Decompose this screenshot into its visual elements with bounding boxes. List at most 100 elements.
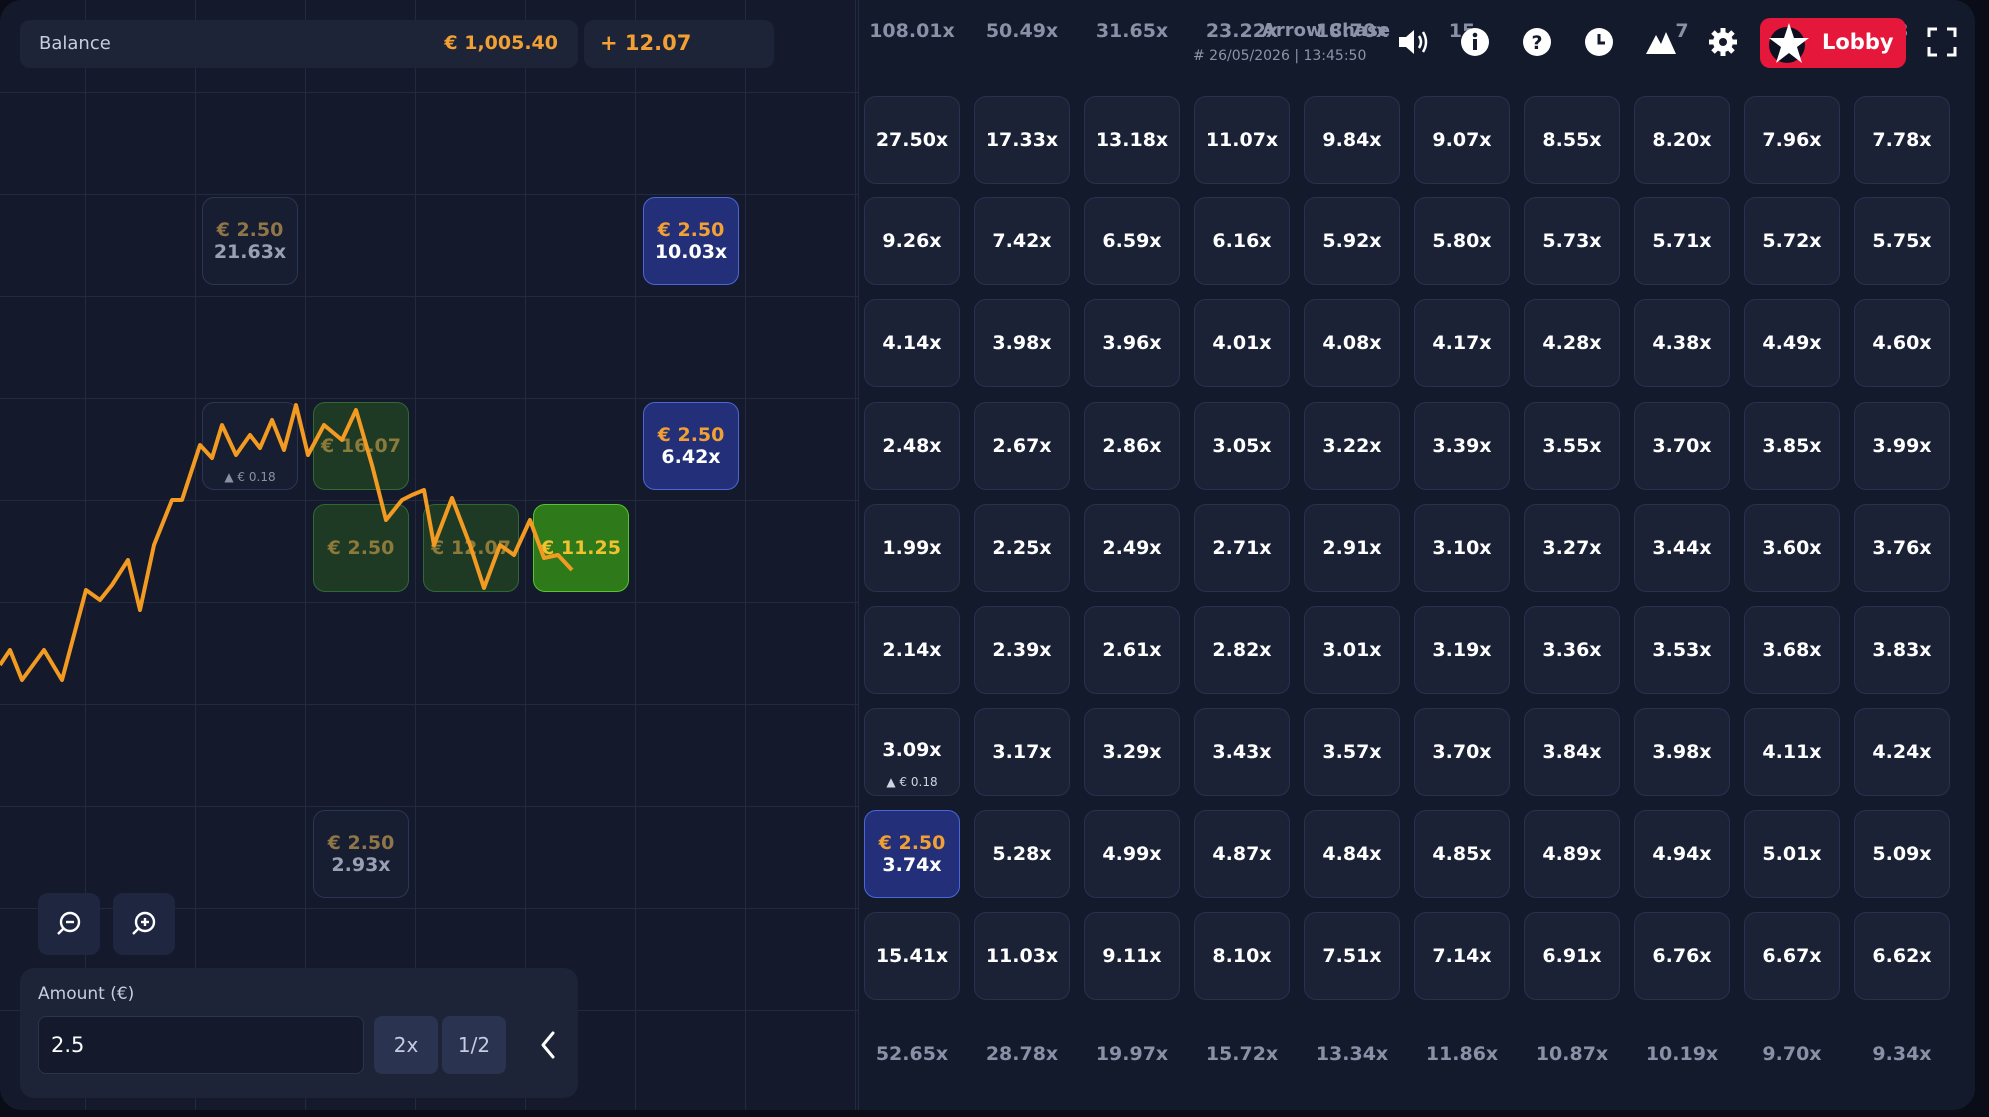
multiplier-cell[interactable]: 9.70x xyxy=(1744,1014,1840,1094)
multiplier-cell[interactable]: 4.85x xyxy=(1414,810,1510,898)
multiplier-cell[interactable]: 28.78x xyxy=(974,1014,1070,1094)
multiplier-cell[interactable]: 9.34x xyxy=(1854,1014,1950,1094)
double-amount-button[interactable]: 2x xyxy=(374,1016,438,1074)
fullscreen-button[interactable] xyxy=(1918,18,1966,66)
multiplier-cell[interactable]: 2.48x xyxy=(864,402,960,490)
multiplier-cell[interactable]: 2.39x xyxy=(974,606,1070,694)
bet-card[interactable]: € 2.50 10.03x xyxy=(643,197,739,285)
multiplier-cell[interactable]: 3.10x xyxy=(1414,504,1510,592)
multiplier-cell[interactable]: 7.42x xyxy=(974,197,1070,285)
multiplier-cell[interactable]: 3.36x xyxy=(1524,606,1620,694)
multiplier-cell[interactable]: 4.84x xyxy=(1304,810,1400,898)
multiplier-cell[interactable]: 27.50x xyxy=(864,96,960,184)
multiplier-cell[interactable]: 3.55x xyxy=(1524,402,1620,490)
multiplier-cell[interactable]: 3.53x xyxy=(1634,606,1730,694)
multiplier-cell[interactable]: 7.51x xyxy=(1304,912,1400,1000)
multiplier-cell-selected[interactable]: € 2.50 3.74x xyxy=(864,810,960,898)
multiplier-cell[interactable]: 3.83x xyxy=(1854,606,1950,694)
multiplier-cell[interactable]: 9.11x xyxy=(1084,912,1180,1000)
multiplier-cell[interactable]: 9.07x xyxy=(1414,96,1510,184)
info-button[interactable] xyxy=(1451,18,1499,66)
multiplier-cell[interactable]: 11.03x xyxy=(974,912,1070,1000)
multiplier-cell[interactable]: 3.17x xyxy=(974,708,1070,796)
multiplier-cell[interactable]: 3.39x xyxy=(1414,402,1510,490)
multiplier-cell[interactable]: 13.18x xyxy=(1084,96,1180,184)
multiplier-cell[interactable]: 2.61x xyxy=(1084,606,1180,694)
multiplier-cell[interactable]: 9.84x xyxy=(1304,96,1400,184)
multiplier-cell[interactable]: 3.60x xyxy=(1744,504,1840,592)
multiplier-cell[interactable]: 17.33x xyxy=(974,96,1070,184)
multiplier-cell[interactable]: 13.34x xyxy=(1304,1014,1400,1094)
multiplier-cell[interactable]: 3.22x xyxy=(1304,402,1400,490)
multiplier-cell-top[interactable]: 108.01x xyxy=(869,20,955,42)
multiplier-cell[interactable]: 5.72x xyxy=(1744,197,1840,285)
multiplier-cell[interactable]: 2.91x xyxy=(1304,504,1400,592)
multiplier-cell[interactable]: 5.09x xyxy=(1854,810,1950,898)
multiplier-cell[interactable]: 3.43x xyxy=(1194,708,1290,796)
multiplier-cell[interactable]: 6.59x xyxy=(1084,197,1180,285)
multiplier-cell[interactable]: 2.25x xyxy=(974,504,1070,592)
multiplier-cell[interactable]: 3.29x xyxy=(1084,708,1180,796)
multiplier-cell[interactable]: 4.14x xyxy=(864,299,960,387)
multiplier-cell[interactable]: 3.76x xyxy=(1854,504,1950,592)
multiplier-cell[interactable]: 5.71x xyxy=(1634,197,1730,285)
multiplier-cell[interactable]: 8.20x xyxy=(1634,96,1730,184)
multiplier-cell[interactable]: 5.01x xyxy=(1744,810,1840,898)
multiplier-cell[interactable]: 3.57x xyxy=(1304,708,1400,796)
multiplier-cell[interactable]: 7.96x xyxy=(1744,96,1840,184)
multiplier-cell[interactable]: 10.87x xyxy=(1524,1014,1620,1094)
multiplier-cell[interactable]: 4.28x xyxy=(1524,299,1620,387)
multiplier-cell[interactable]: 1.99x xyxy=(864,504,960,592)
multiplier-cell[interactable]: 4.11x xyxy=(1744,708,1840,796)
multiplier-cell[interactable]: 3.68x xyxy=(1744,606,1840,694)
multiplier-cell[interactable]: 3.19x xyxy=(1414,606,1510,694)
zoom-in-button[interactable] xyxy=(113,893,175,955)
multiplier-cell[interactable]: 19.97x xyxy=(1084,1014,1180,1094)
collapse-panel-button[interactable] xyxy=(528,1016,568,1074)
settings-button[interactable] xyxy=(1699,18,1747,66)
multiplier-cell[interactable]: 9.26x xyxy=(864,197,960,285)
multiplier-cell[interactable]: 4.49x xyxy=(1744,299,1840,387)
half-amount-button[interactable]: 1/2 xyxy=(442,1016,506,1074)
limits-button[interactable] xyxy=(1637,18,1685,66)
lobby-button[interactable]: Lobby xyxy=(1760,18,1906,68)
multiplier-cell[interactable]: 6.62x xyxy=(1854,912,1950,1000)
multiplier-cell[interactable]: 8.55x xyxy=(1524,96,1620,184)
multiplier-cell[interactable]: 11.86x xyxy=(1414,1014,1510,1094)
multiplier-cell[interactable]: 8.10x xyxy=(1194,912,1290,1000)
multiplier-cell[interactable]: 2.67x xyxy=(974,402,1070,490)
multiplier-cell-top[interactable]: 23.22x xyxy=(1205,20,1279,42)
multiplier-cell[interactable]: 4.17x xyxy=(1414,299,1510,387)
multiplier-cell[interactable]: 3.96x xyxy=(1084,299,1180,387)
multiplier-cell[interactable]: 5.75x xyxy=(1854,197,1950,285)
multiplier-cell-top[interactable]: 18.70x xyxy=(1315,20,1389,42)
multiplier-cell[interactable]: 15.72x xyxy=(1194,1014,1290,1094)
multiplier-cell[interactable]: 3.44x xyxy=(1634,504,1730,592)
multiplier-cell[interactable]: 3.01x xyxy=(1304,606,1400,694)
multiplier-cell-top[interactable]: 50.49x xyxy=(985,20,1059,42)
multiplier-cell[interactable]: 4.89x xyxy=(1524,810,1620,898)
multiplier-cell[interactable]: 7.78x xyxy=(1854,96,1950,184)
zoom-out-button[interactable] xyxy=(38,893,100,955)
multiplier-cell[interactable]: 5.73x xyxy=(1524,197,1620,285)
multiplier-cell[interactable]: 15.41x xyxy=(864,912,960,1000)
multiplier-cell[interactable]: 3.98x xyxy=(1634,708,1730,796)
multiplier-cell[interactable]: 2.71x xyxy=(1194,504,1290,592)
multiplier-cell[interactable]: 4.08x xyxy=(1304,299,1400,387)
multiplier-cell[interactable]: 4.99x xyxy=(1084,810,1180,898)
multiplier-cell[interactable]: 2.82x xyxy=(1194,606,1290,694)
multiplier-cell[interactable]: 6.91x xyxy=(1524,912,1620,1000)
multiplier-cell[interactable]: 5.92x xyxy=(1304,197,1400,285)
multiplier-cell[interactable]: 3.84x xyxy=(1524,708,1620,796)
multiplier-cell[interactable]: 3.70x xyxy=(1634,402,1730,490)
multiplier-cell[interactable]: 2.86x xyxy=(1084,402,1180,490)
multiplier-cell[interactable]: 4.94x xyxy=(1634,810,1730,898)
bet-card[interactable]: € 2.50 2.93x xyxy=(313,810,409,898)
multiplier-cell-top[interactable]: 31.65x xyxy=(1095,20,1169,42)
bet-card[interactable]: € 2.50 21.63x xyxy=(202,197,298,285)
multiplier-cell[interactable]: 7.14x xyxy=(1414,912,1510,1000)
amount-input[interactable] xyxy=(38,1016,364,1074)
multiplier-cell[interactable]: 6.16x xyxy=(1194,197,1290,285)
multiplier-cell[interactable]: 52.65x xyxy=(864,1014,960,1094)
multiplier-cell[interactable]: 3.05x xyxy=(1194,402,1290,490)
